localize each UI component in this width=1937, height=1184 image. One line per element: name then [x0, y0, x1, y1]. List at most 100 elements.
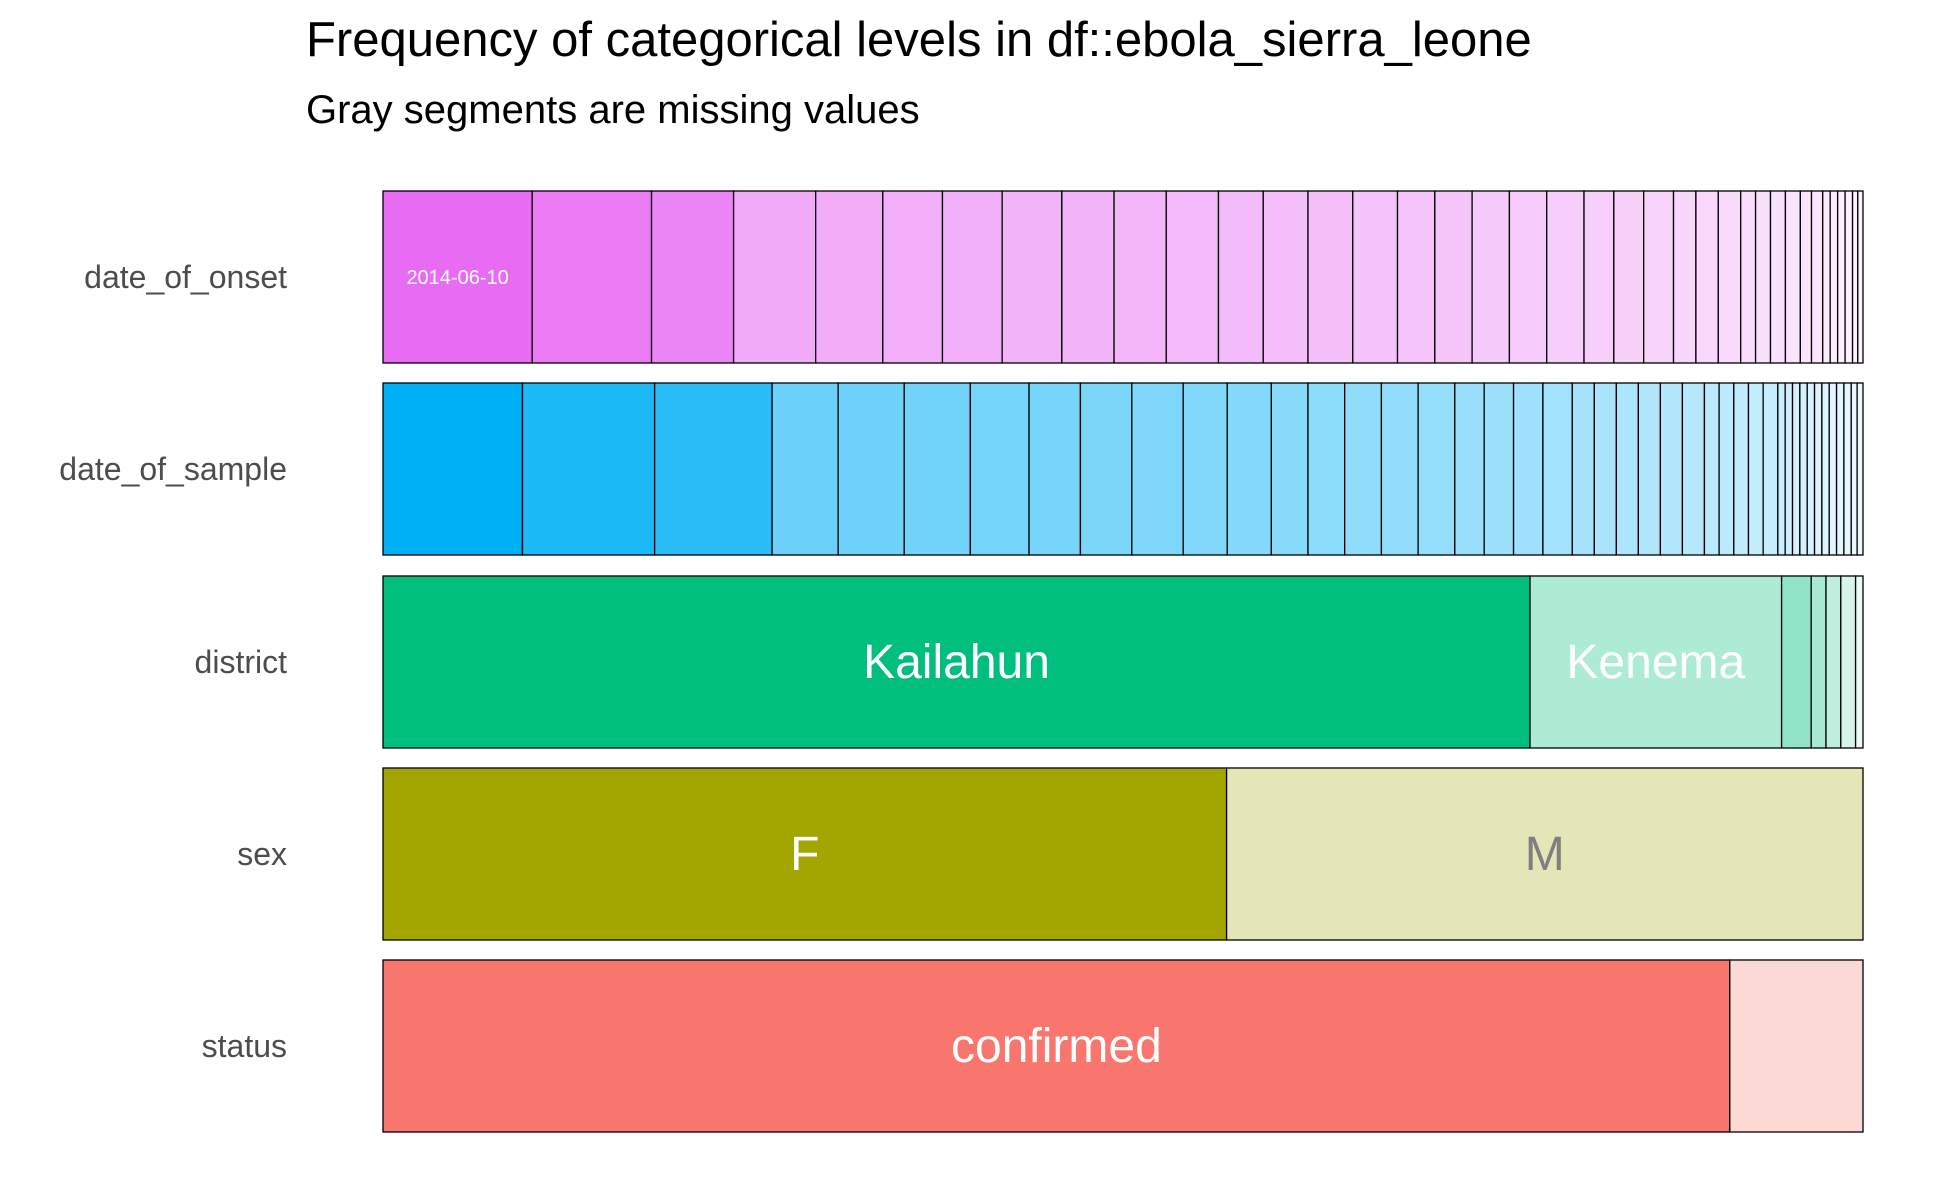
- segment: [1165, 190, 1220, 364]
- segment: [1226, 382, 1272, 556]
- segment: [382, 190, 533, 364]
- segment: [531, 190, 653, 364]
- segment: [1131, 382, 1184, 556]
- segment: [1028, 382, 1082, 556]
- segment: [382, 382, 524, 556]
- segment: [1508, 190, 1548, 364]
- segment: [1822, 190, 1831, 364]
- segment: [1791, 382, 1801, 556]
- segment: [1780, 575, 1812, 749]
- segment: [1659, 382, 1684, 556]
- segment: [1850, 382, 1858, 556]
- segment-label: confirmed: [951, 1020, 1162, 1073]
- segment: [1769, 190, 1787, 364]
- segment: [1182, 382, 1228, 556]
- segment: [1483, 382, 1515, 556]
- segment: [1843, 382, 1852, 556]
- row-label: date_of_sample: [59, 451, 287, 487]
- segment: [1810, 575, 1827, 749]
- segment: [1851, 190, 1859, 364]
- segment: [1061, 190, 1115, 364]
- segment: [382, 767, 1228, 941]
- segment-label: Kenema: [1566, 636, 1745, 689]
- segment: [1836, 190, 1846, 364]
- segment: [1729, 959, 1864, 1133]
- segment: [1733, 382, 1750, 556]
- segment: [1740, 190, 1757, 364]
- segment: [1784, 190, 1801, 364]
- segment: [1810, 190, 1824, 364]
- segment-label: Kailahun: [863, 636, 1050, 689]
- segment: [1762, 382, 1779, 556]
- segment: [1643, 190, 1675, 364]
- segment: [1113, 190, 1167, 364]
- segment-label: F: [790, 828, 819, 881]
- segment: [969, 382, 1030, 556]
- segment: [1844, 190, 1854, 364]
- chart-title: Frequency of categorical levels in df::e…: [306, 13, 1532, 67]
- segment: [882, 190, 944, 364]
- segment: [1571, 382, 1595, 556]
- row-district: district Kailahun Kenema: [195, 575, 1864, 749]
- segment: [815, 190, 884, 364]
- segment: [1799, 190, 1813, 364]
- segment: [1262, 190, 1309, 364]
- row-label: status: [202, 1028, 287, 1064]
- segment: [1821, 382, 1830, 556]
- row-label: date_of_onset: [84, 259, 287, 295]
- segment: [1225, 767, 1864, 941]
- segment: [521, 382, 656, 556]
- segment: [837, 382, 905, 556]
- segment: [1542, 382, 1573, 556]
- segment-label: M: [1525, 828, 1565, 881]
- segment: [1813, 382, 1823, 556]
- segment: [1079, 382, 1133, 556]
- segment: [1307, 190, 1354, 364]
- segment: [1583, 190, 1615, 364]
- segment: [1615, 382, 1640, 556]
- row-sex: sex F M: [237, 767, 1864, 941]
- segment: [1825, 575, 1842, 749]
- segment: [941, 190, 1003, 364]
- segment: [1717, 190, 1742, 364]
- segment-label: 2014-06-10: [406, 267, 508, 289]
- row-date_of_sample: date_of_sample: [59, 382, 1864, 556]
- segment: [1512, 382, 1544, 556]
- segment: [382, 959, 1731, 1133]
- segment: [1396, 190, 1436, 364]
- segment: [1546, 190, 1585, 364]
- segment: [1806, 382, 1816, 556]
- segment: [1613, 190, 1645, 364]
- segment: [1828, 382, 1838, 556]
- segment: [1593, 382, 1617, 556]
- chart-subtitle: Gray segments are missing values: [306, 88, 920, 132]
- segment: [1799, 382, 1808, 556]
- row-label: sex: [237, 836, 287, 872]
- segment: [1854, 575, 1864, 749]
- segment: [1001, 190, 1063, 364]
- segment: [1777, 382, 1786, 556]
- segment: [1471, 190, 1511, 364]
- segment: [903, 382, 971, 556]
- segment: [1857, 190, 1864, 364]
- segment: [1703, 382, 1720, 556]
- segment: [1637, 382, 1662, 556]
- segment: [1718, 382, 1735, 556]
- segment: [1529, 575, 1783, 749]
- segment: [1434, 190, 1473, 364]
- segment: [1840, 575, 1857, 749]
- segment: [1856, 382, 1864, 556]
- row-label: district: [195, 644, 288, 680]
- segment: [1270, 382, 1309, 556]
- segment: [1380, 382, 1419, 556]
- segment: [771, 382, 839, 556]
- segment: [1344, 382, 1383, 556]
- segment: [1217, 190, 1264, 364]
- segment: [650, 190, 735, 364]
- segment: [1835, 382, 1845, 556]
- segment: [1417, 382, 1456, 556]
- segment: [1307, 382, 1346, 556]
- segment: [732, 190, 817, 364]
- segment: [1747, 382, 1764, 556]
